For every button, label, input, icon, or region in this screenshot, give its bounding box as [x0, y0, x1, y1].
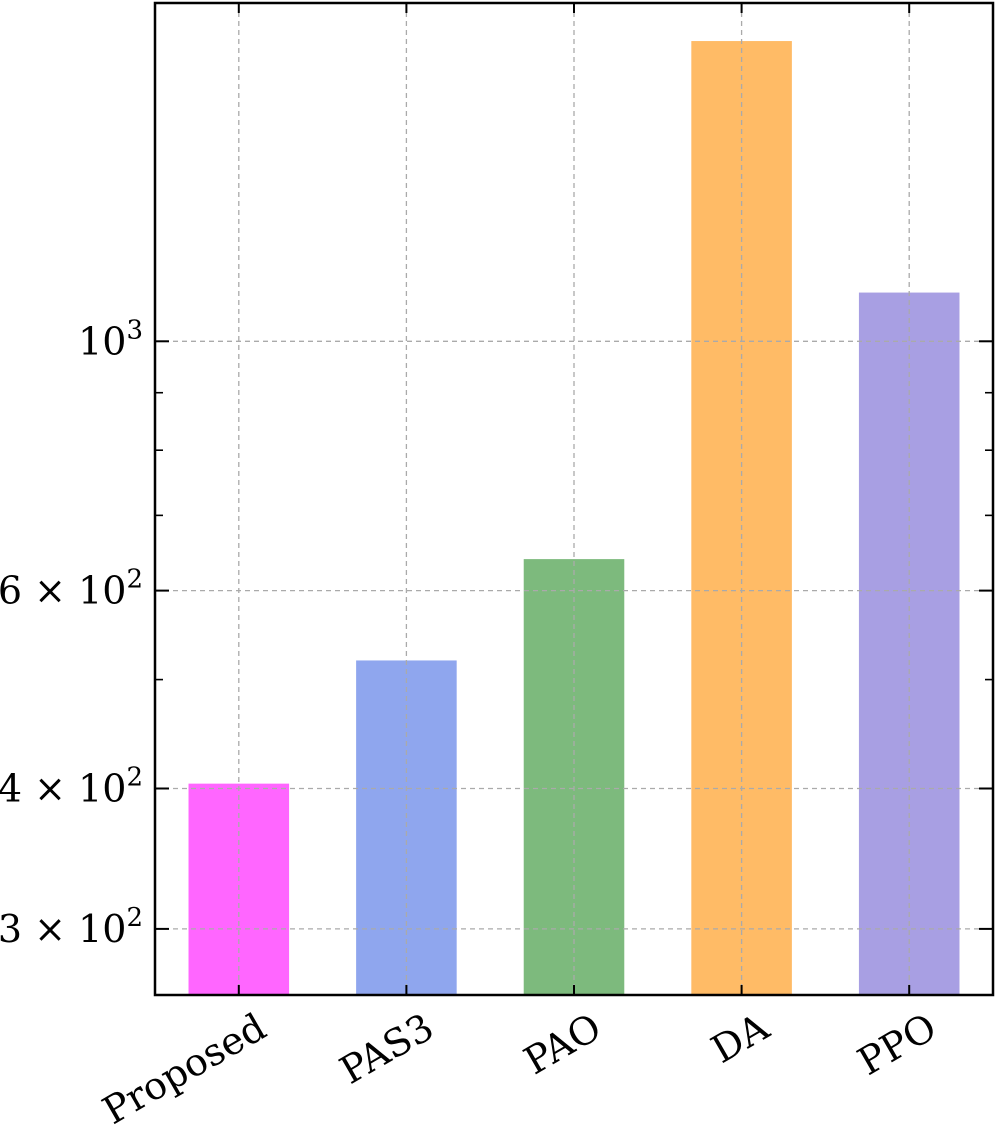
y-tick-label: 4 × 102 — [0, 762, 143, 810]
x-tick-label: PAS3 — [333, 1005, 441, 1093]
y-tick-label: 103 — [78, 315, 143, 363]
y-tick-labels: 3 × 102 4 × 102 6 × 102 103 — [0, 315, 143, 951]
y-tick-label: 6 × 102 — [0, 565, 143, 613]
x-tick-label: Proposed — [95, 1005, 273, 1128]
axis-ticks — [155, 3, 993, 995]
plot-frame — [153, 1, 995, 997]
y-tick-label: 3 × 102 — [0, 903, 143, 951]
x-tick-label: DA — [704, 1004, 777, 1071]
x-tick-label: PAO — [517, 1005, 609, 1083]
bar-pas3 — [356, 660, 457, 995]
x-tick-labels: Proposed PAS3 PAO DA PPO — [95, 1004, 943, 1128]
x-tick-label: PPO — [850, 1005, 943, 1084]
